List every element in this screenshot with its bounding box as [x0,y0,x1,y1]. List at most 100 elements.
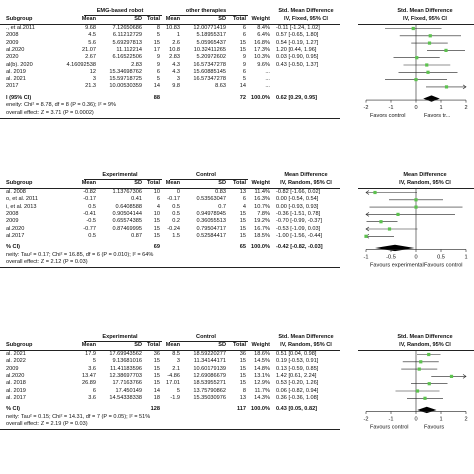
favours-right-label: Favours [424,424,444,430]
cell-sd2: 0.36055513 [196,218,226,225]
cell-ci: 1.20 [0.44, 1.96] [276,46,317,53]
point-estimate [364,234,368,238]
cell-sd2: 13.75790862 [193,387,226,394]
col-header-study: Subgroup [6,16,33,22]
cell-weight: 6.4% [257,32,270,39]
cell-mean1: -0.77 [83,225,96,232]
study-name: al. 2019 [6,387,26,394]
cell-sd2: 0.53563047 [196,196,226,203]
cell-ci: -0.53 [-1.09, 0.03] [276,225,321,232]
favours-right-label: Favors tr... [424,113,451,119]
study-name: 2017 [6,83,19,90]
study-name: 2009 [6,218,19,225]
pooled-diamond [423,95,440,102]
cell-sd2: 0.79504717 [196,225,226,232]
plot-header-rule [358,187,474,189]
cell-total2: 6 [242,25,246,31]
cell-total1: 6 [156,68,160,75]
cell-total1: 4 [156,203,160,210]
cell-mean2: 17.01 [166,380,180,387]
point-estimate [425,63,429,67]
point-estimate [444,48,448,52]
plot-header: Std. Mean Difference [397,334,453,340]
total-ci: 0.62 [0.29, 0.95] [276,95,318,102]
col-header-sd1: SD [134,342,142,348]
cell-total1: 9 [156,61,160,68]
point-estimate [414,78,418,82]
cell-total1: 36 [153,351,160,357]
x-tick-label: 0 [414,254,417,260]
x-tick-label: 1 [439,416,442,422]
total-weight: 100.0% [251,95,270,102]
cell-sd1: 5.69297813 [112,39,142,46]
cell-mean2: -4.86 [167,372,180,379]
plot-header-rule [358,349,474,351]
cell-mean1: 13.47 [82,372,96,379]
col-header-sd1: SD [134,16,142,22]
study-name: al.2017 [6,232,25,239]
group-left-rule [84,15,162,16]
effect-subheader: IV, Random, 95% CI [280,180,332,186]
col-header-mean1: Mean [81,180,96,186]
group-left-header: EMG-based robot [96,8,144,14]
cell-mean2: -0.24 [167,225,180,232]
study-name: al.2020 [6,225,25,232]
cell-total2: 6 [242,32,246,39]
cell-mean2: 3 [176,76,180,83]
cell-sd1: 12.38697703 [109,372,142,379]
cell-weight: 8.4% [257,25,270,31]
point-estimate [414,205,418,209]
cell-ci: -0.11 [-1.24, 1.02] [276,25,320,31]
point-estimate [396,212,400,216]
total-label: l (95% CI) [6,95,32,102]
point-estimate [415,56,419,60]
cell-total2: 6 [242,68,246,75]
cell-mean1: 3.6 [88,365,96,372]
cell-weight: 7.8% [257,210,270,217]
effect-header: Std. Mean Difference [278,8,334,14]
cell-total2: 36 [239,351,246,357]
cell-ci: -0.82 [-1.66, 0.02] [276,189,321,195]
pooled-diamond [375,244,415,252]
col-header-total1: Total [147,16,160,22]
plot-header-rule [358,23,474,25]
group-right-rule [170,341,248,342]
group-right-rule [170,179,248,180]
cell-weight: 13.1% [254,372,270,379]
cell-total1: 14 [153,83,160,90]
cell-total2: 15 [239,380,246,387]
effect-subheader: IV, Fixed, 95% CI [284,16,328,22]
bottom-rule [0,429,340,431]
cell-total2: 15 [239,218,246,225]
col-header-mean2: Mean [165,180,180,186]
cell-mean1: -0.17 [83,196,96,203]
cell-sd1: 0.41 [131,196,142,203]
total-experimental: 88 [153,95,160,102]
study-name: 2020 [6,54,19,61]
study-name: al. 2019 [6,68,26,75]
cell-sd1: 6.11212729 [112,32,142,39]
cell-sd1: 1.13767306 [112,189,142,195]
col-header-mean2: Mean [165,16,180,22]
favours-right-label: Favours control [424,262,463,268]
ci-arrow [462,84,467,90]
pooled-diamond [417,406,437,414]
point-estimate [415,389,420,393]
cell-sd2: 0.83 [215,189,226,195]
group-right-header: Control [196,172,216,178]
point-estimate [411,26,415,31]
cell-ci: 0.19 [-0.53, 0.91] [276,358,319,365]
cell-mean1: 5 [92,358,96,365]
x-tick-label: 1 [439,105,442,111]
cell-total1: 10 [153,210,160,217]
cell-mean1: -0.41 [83,210,96,217]
forest-plot: -2 -1 0 1 2 Favors control Favors tr... [364,25,468,119]
cell-sd2: 0.94978945 [196,210,226,217]
plot-header: Std. Mean Difference [397,8,453,14]
favours-left-label: Favours experimental [370,262,424,268]
cell-total2: 8 [242,387,246,394]
total-experimental: 128 [150,406,160,413]
cell-ci: 0.00 [-0.54, 0.54] [276,196,319,203]
cell-sd2: 12.69086679 [193,372,226,379]
favours-left-label: Favours control [370,424,409,430]
